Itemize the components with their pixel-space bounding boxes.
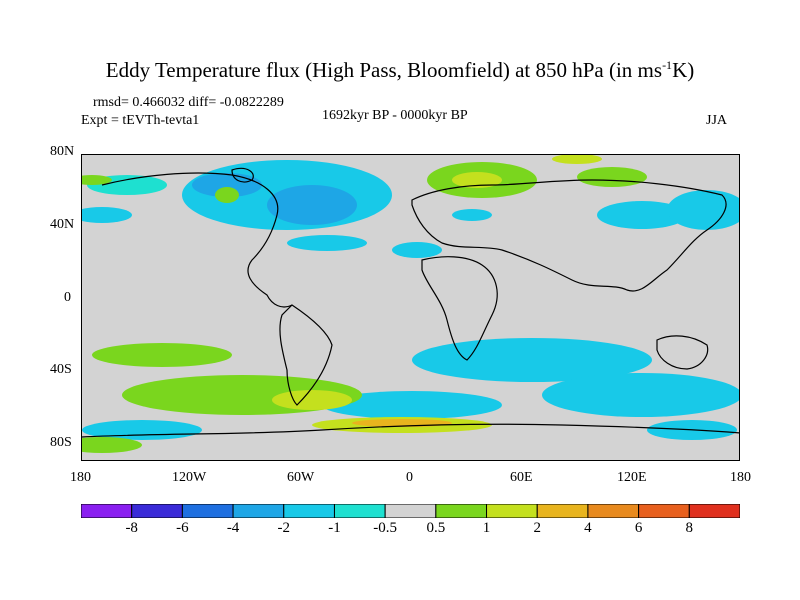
anomaly-southern-atlantic — [322, 391, 502, 419]
anomaly-south-pacific — [92, 343, 232, 367]
colorbar-label: -1 — [328, 520, 341, 536]
anomaly-north-pacific — [82, 207, 132, 223]
colorbar-box — [587, 504, 640, 518]
world-map — [82, 155, 739, 460]
anomaly-labrador — [267, 185, 357, 225]
colorbar-box — [131, 504, 183, 518]
anomaly-asia — [597, 201, 687, 229]
ytick-40s: 40S — [50, 362, 72, 377]
colorbar-box — [536, 504, 589, 518]
africa-coast — [421, 256, 498, 361]
colorbar-box — [181, 504, 234, 518]
colorbar-box — [486, 504, 538, 518]
anomaly-drake — [272, 390, 352, 410]
ytick-80n: 80N — [50, 144, 75, 159]
colorbar-label: -0.5 — [373, 520, 398, 536]
colorbar-label: 6 — [634, 520, 643, 536]
colorbar-box — [333, 504, 386, 518]
anomaly-black-sea — [452, 209, 492, 221]
anomaly-southern-ocean-east — [542, 373, 739, 417]
anomaly-west-pacific — [667, 190, 739, 230]
anomaly-atlantic-40n — [287, 235, 367, 251]
xtick-120w: 120W — [172, 470, 207, 485]
north-america-coast — [101, 172, 293, 308]
colorbar-label: 0.5 — [426, 520, 446, 536]
colorbar-label: -2 — [277, 520, 291, 536]
anomaly-arctic — [552, 155, 602, 164]
south-america-coast — [279, 304, 333, 406]
colorbar-box — [688, 504, 740, 518]
eurasia-coast — [411, 179, 727, 292]
colorbar-label: 2 — [533, 520, 541, 536]
anomaly-bering — [82, 175, 112, 185]
colorbar-box — [81, 504, 133, 518]
xtick-180w: 180 — [70, 470, 91, 485]
colorbar-label: 8 — [685, 520, 694, 536]
colorbar-label: 1 — [482, 520, 491, 536]
anomaly-south-indian — [412, 338, 652, 382]
colorbar-box — [232, 504, 285, 518]
coastlines — [82, 167, 739, 438]
colorbar-label: -8 — [125, 520, 138, 536]
experiment-label: Expt = tEVTh-tevta1 — [81, 113, 200, 128]
colorbar-box — [283, 504, 335, 518]
xtick-120e: 120E — [617, 470, 647, 485]
xtick-60w: 60W — [287, 470, 315, 485]
colorbar-label: -4 — [226, 520, 240, 536]
anomaly-ross — [82, 420, 202, 440]
australia-coast — [656, 335, 709, 370]
xtick-0: 0 — [406, 470, 413, 485]
colorbar-box — [435, 504, 488, 518]
rmsd-diff-text: rmsd= 0.466032 diff= -0.0822289 — [93, 95, 284, 110]
ytick-0: 0 — [64, 290, 71, 305]
anomaly-hudson — [215, 187, 239, 203]
colorbar-box — [638, 504, 690, 518]
xtick-180e: 180 — [730, 470, 751, 485]
anomaly-siberia — [577, 167, 647, 187]
anomaly-antarctic-pacific — [82, 437, 142, 453]
chart-title: Eddy Temperature flux (High Pass, Bloomf… — [105, 58, 695, 82]
colorbar-label: -6 — [176, 520, 189, 536]
antarctica-coast — [82, 423, 739, 438]
ytick-80s: 80S — [50, 435, 72, 450]
period-label: 1692kyr BP - 0000kyr BP — [322, 108, 468, 123]
map-panel — [81, 154, 740, 461]
ytick-40n: 40N — [50, 217, 75, 232]
anomaly-scandinavia-core — [452, 172, 502, 188]
season-label: JJA — [706, 113, 728, 128]
colorbar-box — [384, 504, 437, 518]
colorbar-label: 4 — [584, 520, 592, 536]
colorbar — [81, 504, 740, 518]
xtick-60e: 60E — [510, 470, 533, 485]
anomaly-canada — [192, 173, 262, 197]
greenland-coast — [231, 167, 254, 183]
anomaly-mediterranean — [392, 242, 442, 258]
